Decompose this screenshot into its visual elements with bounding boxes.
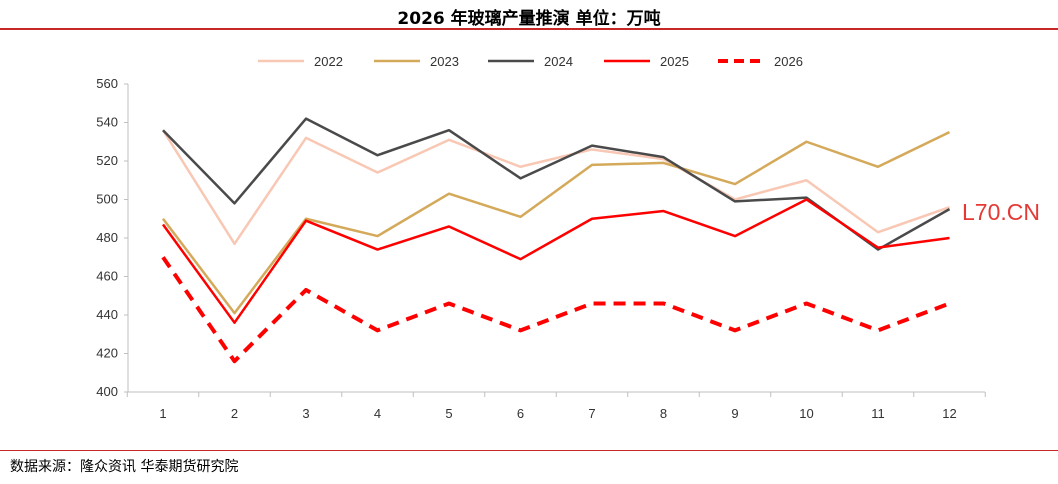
y-tick-label: 440: [96, 307, 118, 322]
x-tick-label: 12: [942, 406, 956, 421]
y-tick-label: 420: [96, 346, 118, 361]
legend-label-2025: 2025: [660, 54, 689, 69]
x-tick-label: 10: [799, 406, 813, 421]
y-tick-label: 460: [96, 269, 118, 284]
x-tick-label: 9: [731, 406, 738, 421]
y-tick-label: 400: [96, 384, 118, 399]
y-tick-label: 520: [96, 153, 118, 168]
legend-label-2023: 2023: [430, 54, 459, 69]
chart-title: 2026 年玻璃产量推演 单位：万吨: [397, 9, 661, 29]
y-tick-label: 560: [96, 76, 118, 91]
series-line-2023: [162, 131, 951, 315]
y-tick-label: 500: [96, 192, 118, 207]
data-source: 数据来源：隆众资讯 华泰期货研究院: [10, 459, 239, 475]
legend-label-2026: 2026: [774, 54, 803, 69]
x-tick-label: 5: [445, 406, 452, 421]
y-tick-label: 540: [96, 115, 118, 130]
legend-label-2024: 2024: [544, 54, 573, 69]
x-tick-label: 4: [374, 406, 381, 421]
legend-label-2022: 2022: [314, 54, 343, 69]
series-line-2026: [161, 256, 951, 364]
x-tick-label: 7: [588, 406, 595, 421]
x-tick-label: 3: [302, 406, 309, 421]
x-tick-label: 11: [871, 406, 885, 421]
y-tick-label: 480: [96, 230, 118, 245]
x-tick-label: 8: [660, 406, 667, 421]
x-tick-label: 2: [231, 406, 238, 421]
watermark: L70.CN: [962, 199, 1040, 225]
series-line-2024: [162, 117, 951, 251]
series-line-2022: [161, 129, 950, 246]
x-tick-label: 6: [517, 406, 524, 421]
x-tick-label: 1: [159, 406, 166, 421]
footer-divider: [0, 450, 1058, 451]
series-line-2025: [161, 198, 950, 324]
title-divider: [0, 28, 1058, 30]
